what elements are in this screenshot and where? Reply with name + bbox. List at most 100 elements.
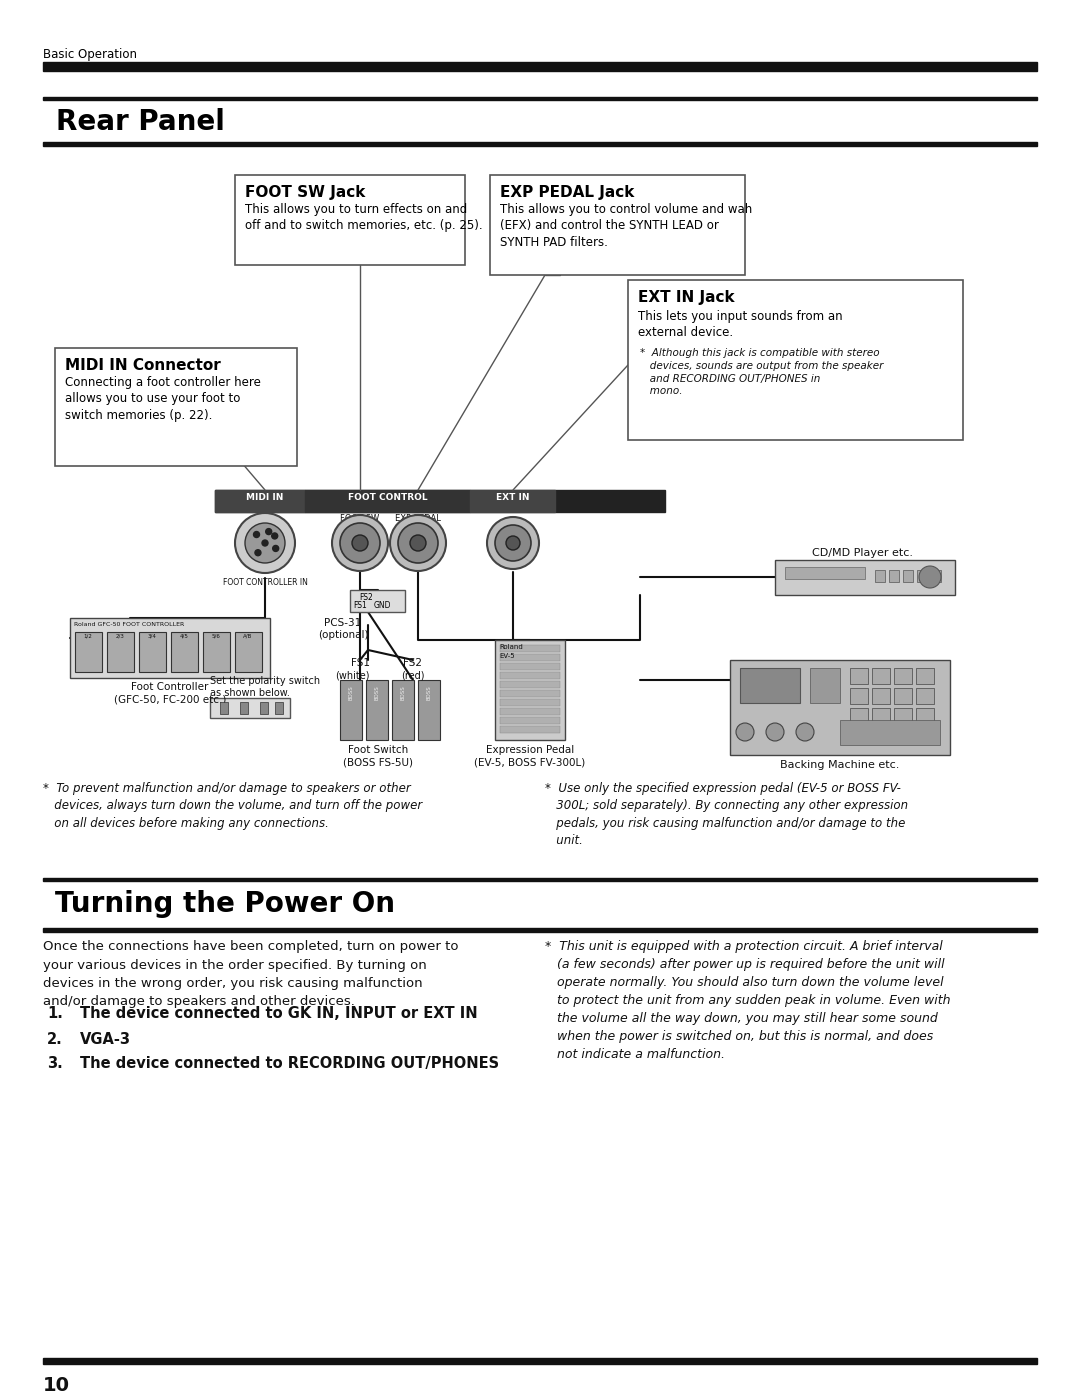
Circle shape <box>919 566 941 588</box>
Bar <box>43 877 1037 880</box>
Text: Rear Panel: Rear Panel <box>56 108 225 136</box>
Bar <box>850 708 868 724</box>
Bar <box>260 703 268 714</box>
Text: Connecting a foot controller here
allows you to use your foot to
switch memories: Connecting a foot controller here allows… <box>65 376 261 422</box>
Circle shape <box>352 535 368 550</box>
Bar <box>305 490 470 511</box>
Bar <box>70 617 270 678</box>
Bar <box>139 631 166 672</box>
Text: FS2: FS2 <box>404 658 422 668</box>
Circle shape <box>735 724 754 740</box>
Circle shape <box>332 515 388 571</box>
Bar <box>500 680 561 687</box>
Text: FS2: FS2 <box>359 592 373 602</box>
Text: 4/5: 4/5 <box>179 634 188 638</box>
Text: *  To prevent malfunction and/or damage to speakers or other
   devices, always : * To prevent malfunction and/or damage t… <box>43 782 422 830</box>
Circle shape <box>399 522 438 563</box>
Circle shape <box>507 536 519 550</box>
Text: MIDI IN: MIDI IN <box>246 493 284 502</box>
Bar <box>903 570 913 583</box>
Text: EXT IN Jack: EXT IN Jack <box>638 291 734 305</box>
Text: Foot Controller
(GFC-50, FC-200 etc.): Foot Controller (GFC-50, FC-200 etc.) <box>113 682 226 704</box>
Bar <box>366 680 388 740</box>
Text: 2.: 2. <box>48 1032 63 1046</box>
Bar <box>850 668 868 685</box>
Bar <box>872 708 890 724</box>
Circle shape <box>796 724 814 740</box>
Circle shape <box>262 541 268 546</box>
Bar <box>916 687 934 704</box>
Text: (red): (red) <box>402 671 424 680</box>
Bar <box>917 570 927 583</box>
Circle shape <box>495 525 531 562</box>
Bar <box>500 664 561 671</box>
Text: EXT IN: EXT IN <box>496 493 530 502</box>
Text: FOOT CONTROL: FOOT CONTROL <box>348 493 428 502</box>
Bar <box>500 654 561 661</box>
Text: GND: GND <box>374 601 391 610</box>
Bar <box>215 490 665 511</box>
Bar <box>171 631 198 672</box>
Bar <box>235 631 262 672</box>
Text: 1.: 1. <box>48 1006 63 1021</box>
Bar <box>43 928 1037 932</box>
Bar <box>785 567 865 578</box>
Bar <box>500 698 561 705</box>
Bar <box>43 61 1037 71</box>
Bar <box>500 690 561 697</box>
Bar <box>392 680 414 740</box>
Circle shape <box>766 724 784 740</box>
Text: 2/3: 2/3 <box>116 634 124 638</box>
Bar <box>215 490 305 511</box>
Text: *  This unit is equipped with a protection circuit. A brief interval
   (a few s: * This unit is equipped with a protectio… <box>545 940 950 1060</box>
Bar <box>350 590 405 612</box>
Text: This allows you to turn effects on and
off and to switch memories, etc. (p. 25).: This allows you to turn effects on and o… <box>245 203 483 232</box>
Text: BOSS: BOSS <box>375 685 379 700</box>
Bar <box>840 719 940 745</box>
Bar <box>500 645 561 652</box>
Text: Set the polarity switch
as shown below.: Set the polarity switch as shown below. <box>210 676 320 698</box>
Text: *  Although this jack is compatible with stereo
   devices, sounds are output fr: * Although this jack is compatible with … <box>640 348 883 397</box>
Text: 1/2: 1/2 <box>83 634 93 638</box>
Text: VGA-3: VGA-3 <box>80 1032 131 1046</box>
Bar <box>235 175 465 265</box>
Circle shape <box>272 545 279 552</box>
Text: MIDI IN Connector: MIDI IN Connector <box>65 358 220 373</box>
Text: EXP PEDAL: EXP PEDAL <box>395 514 441 522</box>
Circle shape <box>245 522 285 563</box>
Bar <box>889 570 899 583</box>
Bar <box>43 1358 1037 1363</box>
Text: BOSS: BOSS <box>427 685 432 700</box>
Bar <box>875 570 885 583</box>
Bar <box>916 668 934 685</box>
Bar <box>500 717 561 724</box>
Text: Turning the Power On: Turning the Power On <box>55 890 395 918</box>
Circle shape <box>272 532 278 539</box>
Text: Expression Pedal
(EV-5, BOSS FV-300L): Expression Pedal (EV-5, BOSS FV-300L) <box>474 745 585 767</box>
Bar <box>210 698 291 718</box>
Bar <box>495 640 565 740</box>
Bar <box>894 668 912 685</box>
Text: The device connected to GK IN, INPUT or EXT IN: The device connected to GK IN, INPUT or … <box>80 1006 477 1021</box>
Circle shape <box>390 515 446 571</box>
Bar <box>500 708 561 715</box>
Circle shape <box>266 528 272 535</box>
Text: The device connected to RECORDING OUT/PHONES: The device connected to RECORDING OUT/PH… <box>80 1056 499 1071</box>
Bar <box>872 668 890 685</box>
Bar <box>627 279 963 440</box>
Bar <box>500 726 561 733</box>
Bar <box>894 708 912 724</box>
Circle shape <box>254 531 259 538</box>
Text: This lets you input sounds from an
external device.: This lets you input sounds from an exter… <box>638 310 842 339</box>
Bar <box>810 668 840 703</box>
Bar <box>55 348 297 467</box>
Bar <box>894 687 912 704</box>
Bar <box>500 672 561 679</box>
Text: Basic Operation: Basic Operation <box>43 47 137 61</box>
Text: FOOT SW Jack: FOOT SW Jack <box>245 184 365 200</box>
Text: Roland GFC-50 FOOT CONTROLLER: Roland GFC-50 FOOT CONTROLLER <box>75 622 185 627</box>
Circle shape <box>410 535 426 550</box>
Circle shape <box>487 517 539 569</box>
Text: PCS-31
(optional): PCS-31 (optional) <box>318 617 368 640</box>
Text: BOSS: BOSS <box>401 685 405 700</box>
